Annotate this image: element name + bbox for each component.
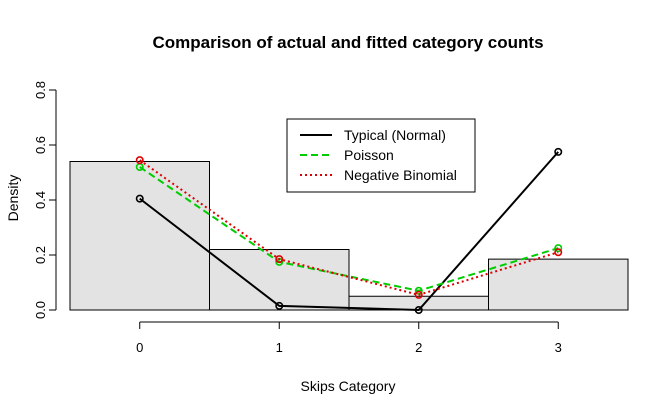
- y-tick-label-4: 0.8: [33, 81, 48, 99]
- legend-label-2: Negative Binomial: [344, 167, 457, 183]
- chart-title: Comparison of actual and fitted category…: [152, 33, 543, 52]
- series-1-point-3: [554, 244, 563, 253]
- series-0-point-1: [275, 301, 284, 310]
- y-axis-label: Density: [5, 175, 21, 222]
- y-axis: 0.0 0.2 0.4 0.6 0.8: [33, 81, 57, 319]
- bar-0: [69, 161, 210, 311]
- bar-3: [488, 258, 629, 311]
- x-tick-label-3: 3: [555, 340, 562, 355]
- series-0-point-0: [135, 194, 144, 203]
- series-0-point-3: [554, 147, 563, 156]
- series-2-point-1: [275, 255, 284, 264]
- x-tick-label-2: 2: [415, 340, 422, 355]
- series-line-0: [139, 151, 559, 312]
- series-2-point-3: [554, 248, 563, 257]
- y-tick-label-2: 0.4: [33, 191, 48, 209]
- series-line-2: [139, 159, 559, 296]
- legend-label-1: Poisson: [344, 147, 394, 163]
- x-tick-label-1: 1: [276, 340, 283, 355]
- x-tick-label-0: 0: [136, 340, 143, 355]
- legend: Typical (Normal) Poisson Negative Binomial: [286, 118, 476, 193]
- x-axis: 0 1 2 3: [136, 321, 562, 355]
- y-tick-label-3: 0.6: [33, 136, 48, 154]
- x-axis-label: Skips Category: [301, 378, 396, 394]
- y-tick-label-0: 0.0: [33, 301, 48, 319]
- series-0-point-2: [414, 305, 423, 314]
- series-2-point-0: [135, 156, 144, 165]
- y-tick-label-1: 0.2: [33, 246, 48, 264]
- legend-box: [286, 118, 476, 193]
- series-2-point-2: [414, 290, 423, 299]
- legend-label-0: Typical (Normal): [344, 127, 446, 143]
- series-layer: [135, 147, 563, 314]
